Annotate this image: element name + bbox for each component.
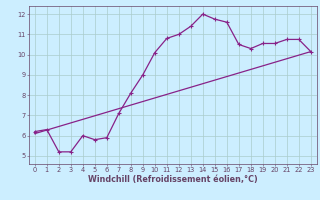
X-axis label: Windchill (Refroidissement éolien,°C): Windchill (Refroidissement éolien,°C) <box>88 175 258 184</box>
